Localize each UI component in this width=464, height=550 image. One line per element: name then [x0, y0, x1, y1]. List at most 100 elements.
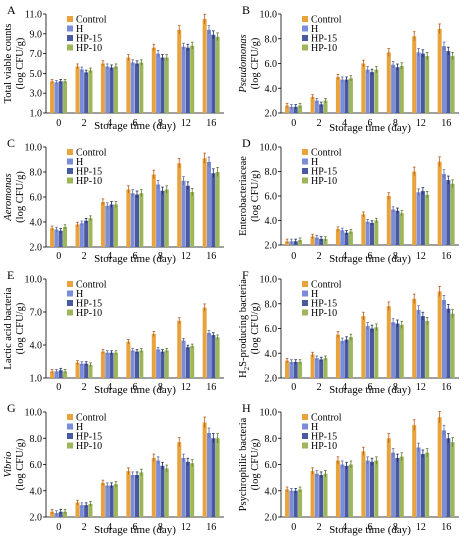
x-tick-label: 12 — [416, 522, 426, 533]
y-axis-label-line1: Psychrophilic bacteria — [238, 417, 249, 511]
x-tick-label: 0 — [291, 118, 296, 129]
bar-h — [79, 505, 84, 517]
bar-hp-15 — [135, 194, 140, 247]
bar-hp-15 — [109, 67, 114, 113]
bar-control — [177, 442, 182, 517]
legend-label: H — [311, 157, 318, 168]
bar-control — [361, 451, 366, 517]
bar-hp-15 — [160, 465, 165, 517]
bar-hp-10 — [215, 337, 220, 378]
y-tick-label: 4.0 — [265, 486, 278, 497]
y-tick-label: 8.0 — [265, 34, 278, 45]
bar-hp-15 — [109, 485, 114, 517]
bar-h — [314, 237, 319, 245]
bar-control — [151, 174, 156, 247]
x-tick-label: 4 — [107, 118, 112, 129]
legend-swatch-h — [302, 158, 308, 165]
y-tick-label: 10.0 — [260, 143, 278, 154]
legend-label: HP-10 — [76, 308, 102, 319]
x-tick-label: 0 — [56, 522, 61, 533]
legend-label: H — [311, 289, 318, 300]
legend-label: H — [76, 157, 83, 168]
y-tick-label: 2.0 — [30, 513, 43, 524]
legend-label: HP-15 — [76, 432, 102, 443]
bar-hp-10 — [63, 371, 68, 378]
bar-hp-15 — [420, 454, 425, 517]
panel-letter: F — [242, 268, 249, 282]
bar-hp-15 — [160, 190, 165, 247]
bar-h — [181, 180, 186, 247]
x-tick-label: 16 — [206, 118, 216, 129]
legend-label: Control — [76, 148, 107, 159]
legend-swatch-hp-10 — [302, 44, 308, 51]
x-tick-label: 16 — [441, 251, 451, 262]
bar-hp-15 — [84, 363, 89, 378]
bar-h — [130, 475, 135, 517]
bar-hp-15 — [58, 230, 63, 247]
bar-hp-15 — [293, 106, 298, 113]
y-axis-label: Psychrophilic bacteria(log CFU/g) — [238, 417, 261, 511]
bar-hp-10 — [450, 442, 455, 517]
bar-hp-10 — [164, 350, 169, 378]
y-axis-label-line2: (log CFU/g) — [250, 170, 261, 222]
bar-control — [437, 161, 442, 245]
legend-label: HP-15 — [311, 299, 337, 310]
bar-hp-10 — [323, 238, 328, 245]
bar-hp-10 — [323, 358, 328, 378]
legend-swatch-control — [67, 414, 73, 420]
bar-h — [181, 340, 186, 378]
bar-h — [105, 485, 110, 517]
y-tick-label: 6.0 — [265, 59, 278, 70]
bar-h — [130, 193, 135, 247]
legend-label: HP-10 — [76, 43, 102, 54]
y-tick-label: 4.0 — [265, 349, 278, 360]
bar-control — [75, 224, 80, 247]
bar-h — [365, 326, 370, 378]
bar-hp-10 — [425, 56, 430, 113]
legend-label: H — [311, 422, 318, 433]
y-tick-label: 8.0 — [265, 434, 278, 445]
y-tick-label: 4.0 — [265, 216, 278, 227]
bar-h — [130, 62, 135, 113]
bar-hp-10 — [450, 56, 455, 113]
bar-h — [391, 322, 396, 378]
bar-hp-10 — [215, 172, 220, 247]
bar-h — [105, 352, 110, 378]
y-axis-label: Total viable counts(log CFU/g) — [3, 24, 26, 104]
legend-label: HP-10 — [311, 43, 337, 54]
y-axis-label-line2: (log CFU/g) — [15, 171, 26, 223]
y-tick-label: 4.0 — [30, 486, 43, 497]
bar-control — [151, 47, 156, 113]
y-tick-label: 4.0 — [30, 218, 43, 229]
bar-control — [285, 360, 290, 378]
x-tick-label: 12 — [416, 251, 426, 262]
y-tick-label: 2.0 — [265, 109, 278, 120]
bar-h — [206, 433, 211, 517]
bar-control — [335, 460, 340, 517]
legend-label: Control — [76, 280, 107, 291]
legend-swatch-control — [302, 281, 308, 287]
y-tick-label: 7.0 — [30, 49, 43, 60]
bar-control — [310, 471, 315, 517]
legend-label: HP-15 — [76, 299, 102, 310]
bar-h — [340, 464, 345, 517]
bar-control — [386, 438, 391, 517]
bar-hp-15 — [344, 339, 349, 378]
legend-swatch-h — [67, 423, 73, 430]
bar-hp-15 — [135, 475, 140, 517]
bar-h — [416, 192, 421, 245]
bar-control — [361, 214, 366, 245]
bar-hp-15 — [395, 67, 400, 113]
bar-hp-15 — [211, 438, 216, 517]
x-tick-label: 2 — [82, 251, 87, 262]
bar-hp-15 — [84, 505, 89, 517]
panel-letter: B — [242, 3, 250, 17]
bar-control — [151, 334, 156, 378]
x-tick-label: 16 — [441, 382, 451, 393]
x-tick-label: 12 — [181, 382, 191, 393]
legend-swatch-control — [67, 16, 73, 22]
bar-control — [151, 457, 156, 517]
x-axis-label: Storage time (day) — [94, 524, 176, 536]
legend-label: HP-10 — [76, 441, 102, 452]
x-tick-label: 6 — [133, 522, 138, 533]
